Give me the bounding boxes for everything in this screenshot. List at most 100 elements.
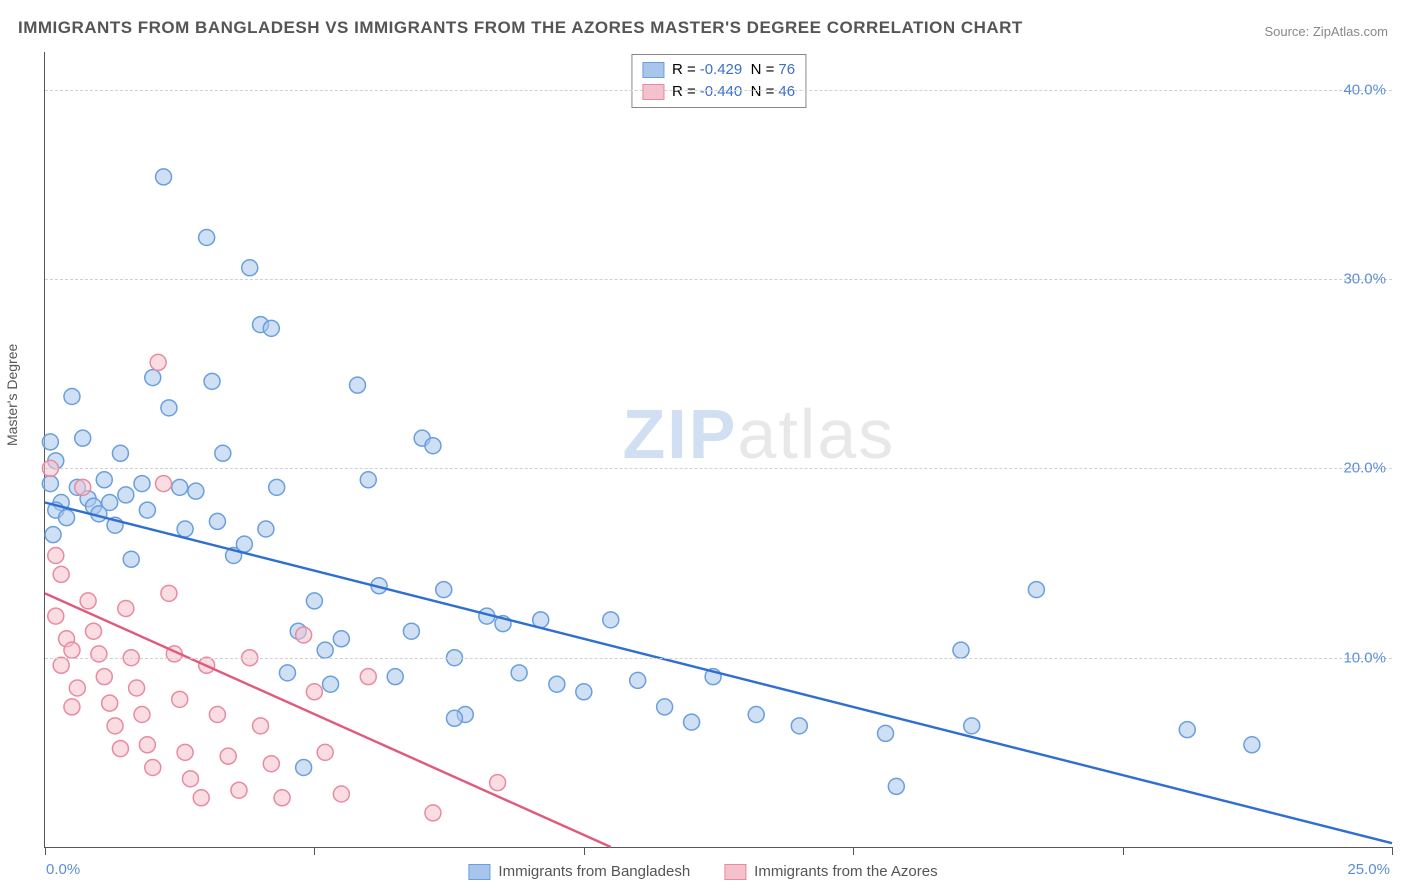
scatter-point [85, 623, 101, 639]
source-attribution: Source: ZipAtlas.com [1264, 24, 1388, 39]
scatter-point [123, 551, 139, 567]
scatter-point [45, 527, 61, 543]
legend-stats: R =-0.440 N =46 [672, 81, 795, 103]
scatter-point [387, 669, 403, 685]
scatter-point [306, 684, 322, 700]
scatter-point [53, 566, 69, 582]
scatter-point [296, 760, 312, 776]
scatter-point [134, 707, 150, 723]
gridline [45, 658, 1392, 659]
legend-stats: R =-0.429 N =76 [672, 59, 795, 81]
scatter-point [446, 710, 462, 726]
scatter-point [64, 699, 80, 715]
series-legend: Immigrants from BangladeshImmigrants fro… [468, 863, 937, 880]
x-tick [584, 847, 585, 855]
scatter-point [603, 612, 619, 628]
scatter-point [145, 760, 161, 776]
chart-title: IMMIGRANTS FROM BANGLADESH VS IMMIGRANTS… [18, 18, 1023, 38]
scatter-point [511, 665, 527, 681]
scatter-point [269, 479, 285, 495]
y-tick-label: 30.0% [1343, 271, 1386, 288]
x-tick [45, 847, 46, 855]
scatter-point [139, 502, 155, 518]
scatter-point [69, 680, 85, 696]
series-legend-label: Immigrants from the Azores [754, 863, 937, 880]
scatter-point [193, 790, 209, 806]
scatter-point [964, 718, 980, 734]
scatter-point [425, 805, 441, 821]
scatter-point [333, 631, 349, 647]
scatter-point [323, 676, 339, 692]
x-tick [853, 847, 854, 855]
scatter-point [253, 718, 269, 734]
legend-swatch [724, 864, 746, 880]
scatter-point [490, 775, 506, 791]
scatter-point [75, 430, 91, 446]
gridline [45, 279, 1392, 280]
scatter-point [791, 718, 807, 734]
scatter-point [107, 718, 123, 734]
scatter-point [172, 479, 188, 495]
scatter-point [263, 320, 279, 336]
scatter-point [1244, 737, 1260, 753]
scatter-point [209, 707, 225, 723]
scatter-point [42, 476, 58, 492]
scatter-point [96, 472, 112, 488]
scatter-point [80, 593, 96, 609]
scatter-point [161, 585, 177, 601]
scatter-point [630, 672, 646, 688]
gridline [45, 90, 1392, 91]
scatter-point [102, 695, 118, 711]
legend-row: R =-0.429 N =76 [642, 59, 795, 81]
x-tick [1123, 847, 1124, 855]
scatter-point [182, 771, 198, 787]
y-tick-label: 10.0% [1343, 649, 1386, 666]
scatter-point [220, 748, 236, 764]
x-axis-max-label: 25.0% [1347, 861, 1390, 878]
scatter-point [258, 521, 274, 537]
scatter-point [684, 714, 700, 730]
scatter-point [134, 476, 150, 492]
scatter-point [96, 669, 112, 685]
legend-swatch [468, 864, 490, 880]
scatter-point [333, 786, 349, 802]
scatter-point [888, 778, 904, 794]
scatter-point [279, 665, 295, 681]
scatter-point [139, 737, 155, 753]
legend-swatch [642, 62, 664, 78]
scatter-point [129, 680, 145, 696]
scatter-point [317, 642, 333, 658]
scatter-point [59, 510, 75, 526]
scatter-point [48, 608, 64, 624]
trend-line [45, 593, 611, 847]
scatter-point [145, 370, 161, 386]
scatter-point [953, 642, 969, 658]
y-tick-label: 40.0% [1343, 81, 1386, 98]
x-axis-min-label: 0.0% [46, 861, 80, 878]
scatter-point [112, 741, 128, 757]
scatter-point [425, 438, 441, 454]
scatter-point [549, 676, 565, 692]
scatter-point [161, 400, 177, 416]
scatter-point [878, 725, 894, 741]
scatter-point [242, 260, 258, 276]
scatter-point [156, 169, 172, 185]
legend-swatch [642, 84, 664, 100]
scatter-point [75, 479, 91, 495]
scatter-point [42, 434, 58, 450]
scatter-point [1179, 722, 1195, 738]
scatter-point [215, 445, 231, 461]
scatter-point [209, 513, 225, 529]
scatter-point [748, 707, 764, 723]
scatter-point [118, 601, 134, 617]
scatter-point [576, 684, 592, 700]
scatter-point [156, 476, 172, 492]
scatter-point [172, 691, 188, 707]
scatter-point [360, 472, 376, 488]
scatter-point [236, 536, 252, 552]
scatter-point [317, 744, 333, 760]
scatter-point [118, 487, 134, 503]
scatter-point [150, 354, 166, 370]
scatter-point [64, 642, 80, 658]
stats-legend: R =-0.429 N =76 R =-0.440 N =46 [631, 54, 806, 108]
